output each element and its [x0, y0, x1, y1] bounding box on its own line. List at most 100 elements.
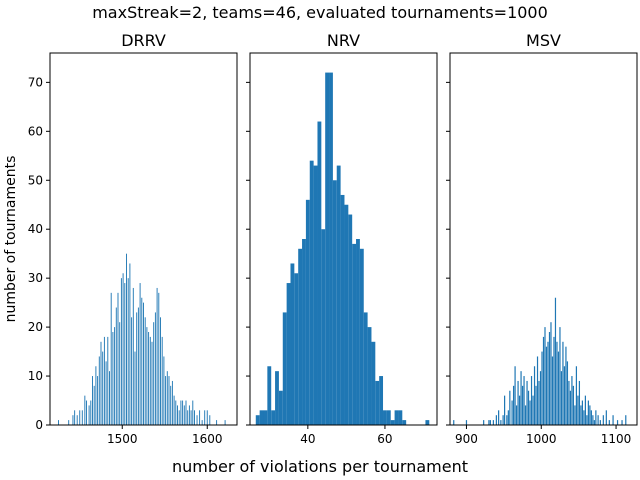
x-tick-label: 60: [377, 432, 392, 446]
figure-suptitle: maxStreak=2, teams=46, evaluated tournam…: [92, 3, 548, 22]
histogram-bar: [177, 405, 178, 425]
y-tick-label: 40: [28, 222, 43, 236]
histogram-bar: [105, 361, 107, 425]
x-tick-label: 1500: [107, 432, 138, 446]
histogram-bar: [547, 341, 549, 425]
histogram-bar: [278, 390, 283, 425]
histogram-bar: [548, 332, 551, 425]
histogram-bar: [509, 390, 511, 425]
histogram-bar: [302, 239, 306, 425]
histogram-bar: [298, 248, 303, 425]
histogram-bar: [574, 405, 576, 425]
histogram-bar: [572, 385, 575, 425]
histogram-bar: [137, 307, 139, 425]
histogram-bar: [119, 322, 121, 425]
histogram-bar: [595, 410, 597, 425]
histogram-bar: [512, 385, 515, 425]
histogram-bar: [271, 410, 276, 425]
histogram-bar: [593, 420, 595, 425]
histogram-bar: [160, 317, 161, 425]
histogram-bar: [81, 410, 83, 425]
y-tick-label: 30: [28, 271, 43, 285]
histogram-bar: [597, 415, 599, 425]
histogram-bar: [199, 410, 201, 425]
histogram-bar: [163, 356, 165, 425]
histogram-bar: [488, 420, 490, 425]
histogram-bar: [109, 371, 110, 425]
histogram-bar: [367, 327, 372, 425]
histogram-bar: [379, 376, 384, 425]
histogram-bar: [394, 410, 399, 425]
histogram-bar: [90, 400, 92, 425]
histogram-bar: [565, 346, 567, 425]
subplot-msv: MSV 900 1000 1100: [446, 31, 638, 446]
y-tick-label: 70: [28, 75, 43, 89]
histogram-bar: [188, 405, 190, 425]
histogram-bar: [489, 420, 491, 425]
histogram-bar: [153, 322, 155, 425]
histogram-bar: [171, 380, 173, 425]
histogram-bar: [398, 410, 403, 425]
subplot-title: DRRV: [121, 31, 166, 50]
histogram-bar: [201, 420, 203, 425]
histogram-bar: [282, 312, 287, 425]
histogram-bar: [340, 194, 345, 425]
histogram-bar: [336, 165, 341, 425]
subplot-panels: DRRV 1500 1600 0 10 20 30 40 50 60 70 NRV 40 60 MSV 900…: [28, 31, 638, 446]
histogram-bar: [139, 283, 141, 425]
histogram-bar: [553, 336, 555, 425]
histogram-bar: [143, 302, 144, 425]
histogram-bar: [68, 420, 70, 425]
histogram-bar: [321, 229, 326, 425]
histogram-bar: [520, 371, 522, 425]
histogram-bar: [178, 410, 180, 425]
histogram-bar: [136, 312, 138, 425]
y-tick-label: 20: [28, 320, 43, 334]
histogram-bar: [126, 253, 127, 425]
subplot-nrv: NRV 40 60: [246, 31, 438, 446]
histogram-bar: [182, 400, 184, 425]
histogram-bar: [267, 366, 272, 425]
histogram-bar: [84, 395, 86, 425]
histogram-bar: [569, 390, 572, 425]
histogram-bar: [88, 405, 90, 425]
histogram-bar: [255, 415, 260, 425]
histogram-bar: [511, 400, 513, 425]
histogram-bar: [263, 410, 268, 425]
histogram-bar: [131, 317, 133, 425]
subplot-drrv: DRRV 1500 1600 0 10 20 30 40 50 60 70: [28, 31, 238, 446]
histogram-bar: [286, 283, 291, 425]
histogram-bar: [386, 410, 391, 425]
histogram-bar: [100, 341, 102, 425]
histogram-bar: [206, 410, 208, 425]
histogram-bar: [259, 410, 264, 425]
histogram-bar: [483, 420, 485, 425]
histogram-bar: [545, 346, 548, 425]
histogram-bar: [554, 297, 557, 425]
histogram-bar: [290, 263, 295, 425]
histogram-bar: [514, 366, 516, 425]
histogram-bar: [563, 366, 566, 425]
histogram-bar: [92, 376, 93, 425]
histogram-bar: [149, 336, 151, 425]
histogram-bar: [492, 420, 494, 425]
histogram-bar: [103, 336, 105, 425]
shared-y-axis-label: number of tournaments: [3, 156, 19, 323]
histogram-bar: [76, 415, 78, 425]
histogram-bar: [530, 376, 533, 425]
histogram-bar: [550, 322, 552, 425]
histogram-bar: [581, 400, 583, 425]
histogram-bar: [500, 420, 502, 425]
histogram-bar: [209, 415, 211, 425]
histogram-bar: [74, 410, 76, 425]
histogram-bar: [98, 356, 100, 425]
histogram-bar: [589, 405, 591, 425]
histogram-bar: [120, 278, 122, 425]
histogram-bar: [506, 415, 508, 425]
histogram-bar: [359, 248, 364, 425]
histogram-bar: [557, 351, 560, 425]
histogram-bar: [612, 415, 614, 425]
x-tick-label: 900: [455, 432, 478, 446]
subplot-title: MSV: [526, 31, 561, 50]
histogram-bar: [527, 390, 530, 425]
